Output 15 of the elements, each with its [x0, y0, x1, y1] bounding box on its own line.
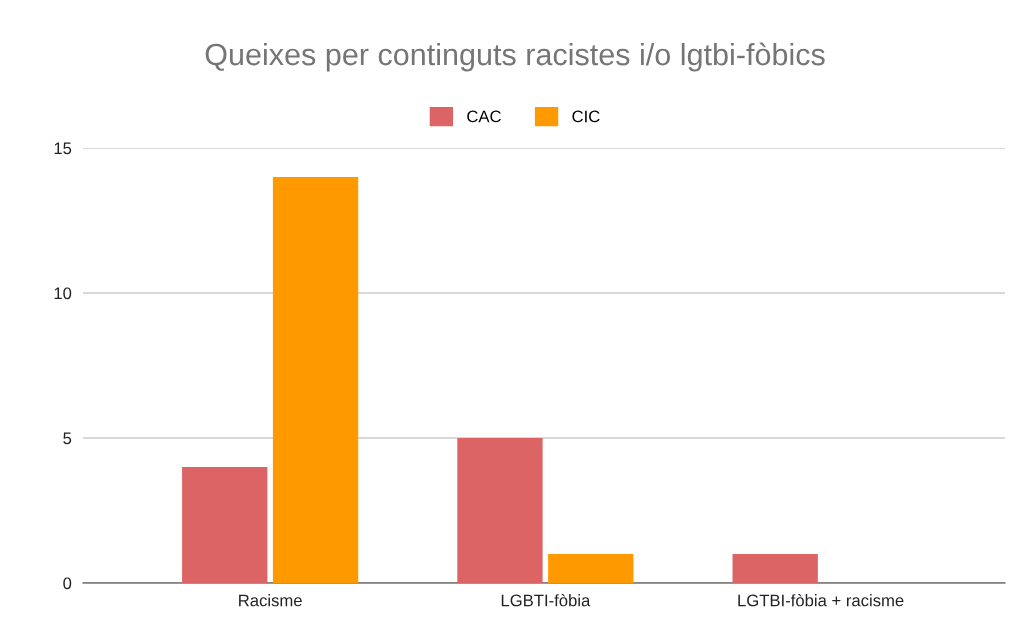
y-tick-label: 5 — [63, 432, 72, 445]
legend-label: CAC — [467, 110, 501, 123]
y-tick-label: 0 — [63, 577, 72, 590]
bar — [732, 554, 818, 583]
legend-label: CIC — [572, 110, 600, 123]
bar — [548, 554, 634, 583]
y-tick-label: 15 — [54, 142, 72, 155]
x-tick-label: LGBTI-fòbia — [501, 593, 591, 607]
bar — [272, 177, 359, 583]
chart-title: Queixes per continguts racistes i/o lgtbi-fòbics — [205, 42, 825, 72]
y-tick-label: 10 — [54, 287, 72, 300]
x-tick-label: LGTBI-fòbia + racisme — [738, 593, 904, 607]
x-tick-label: Racisme — [239, 594, 302, 607]
bar — [457, 438, 543, 583]
bar — [182, 467, 268, 583]
